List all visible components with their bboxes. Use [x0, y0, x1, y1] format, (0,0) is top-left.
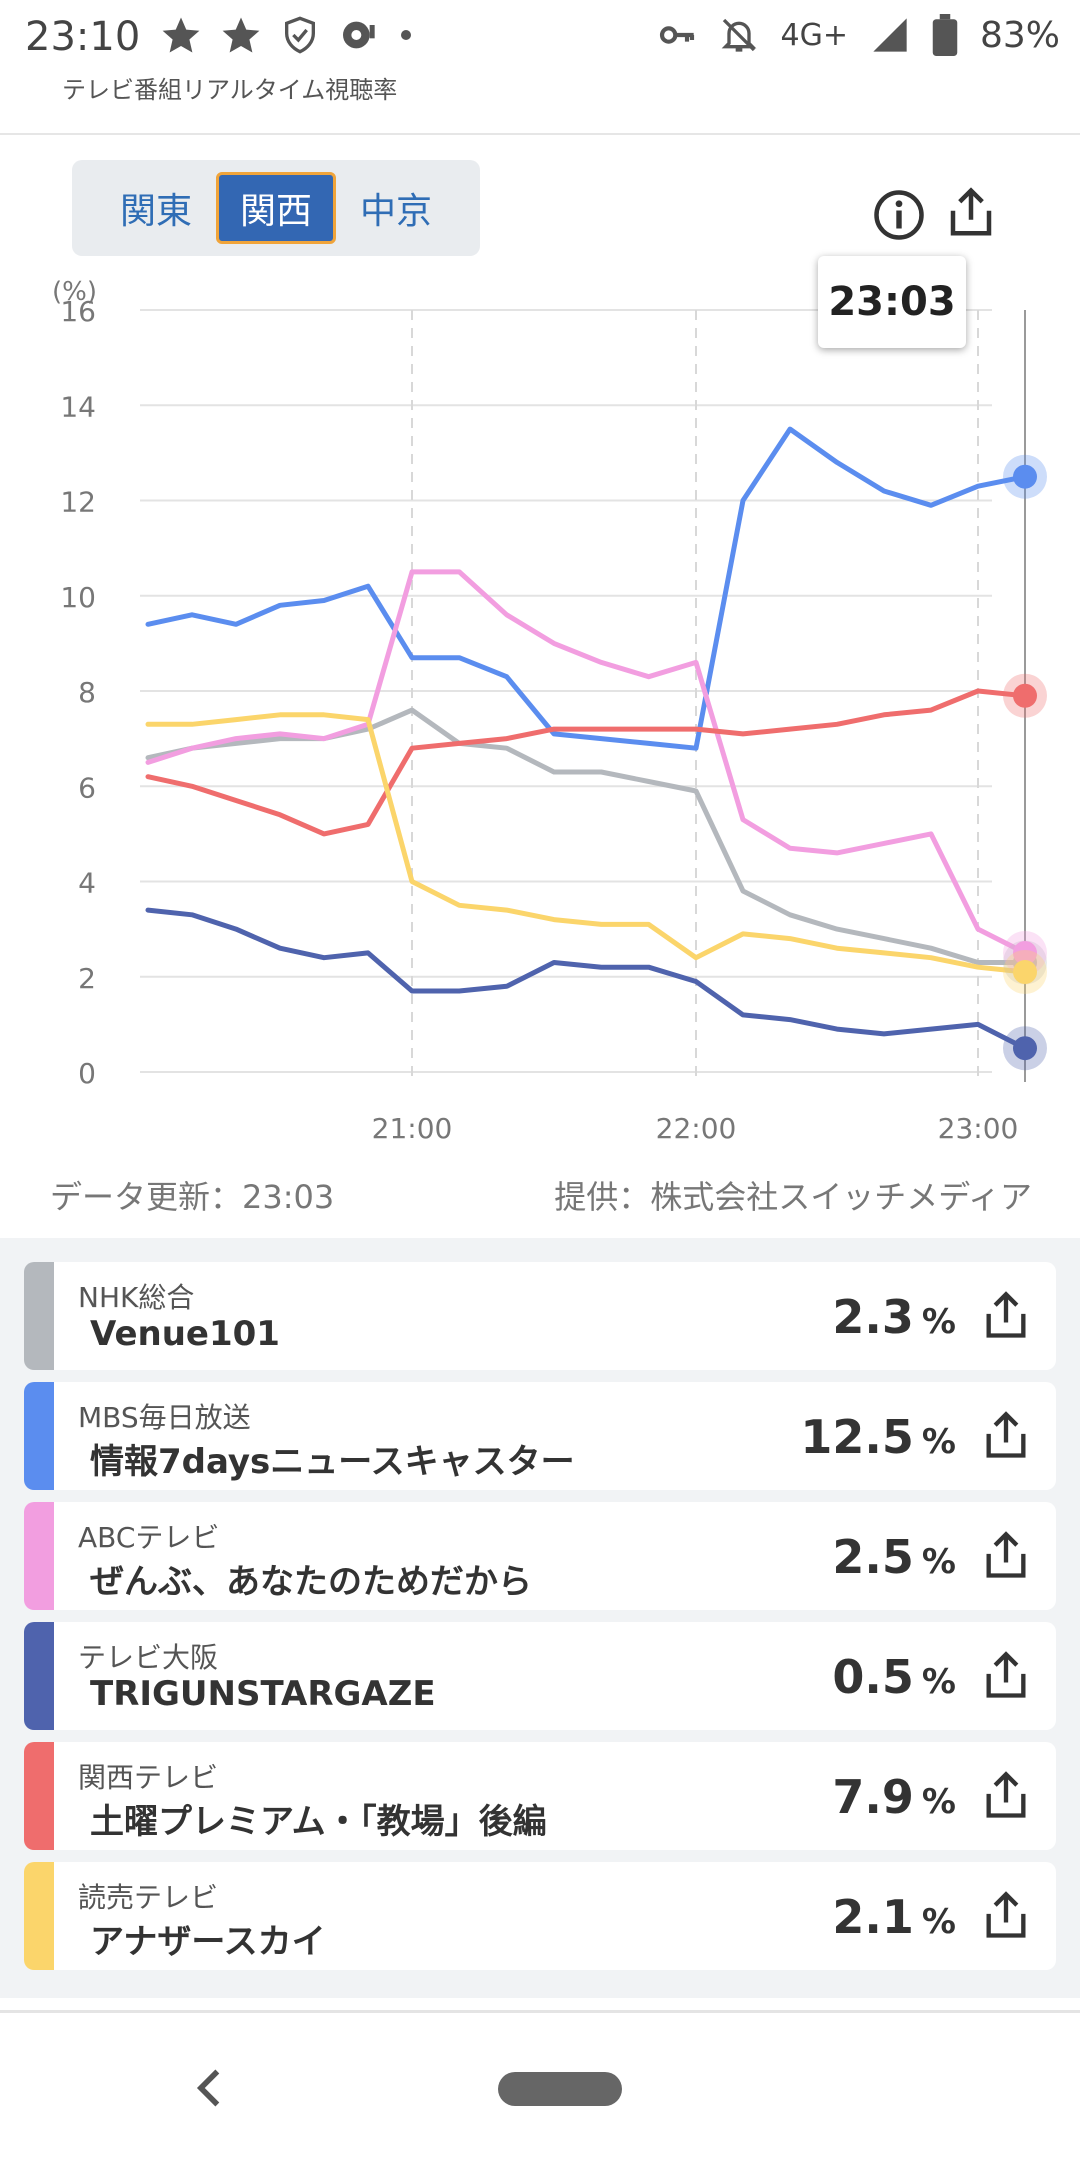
- channel-card[interactable]: 関西テレビ土曜プレミアム・「教場」後編 7.9%: [24, 1742, 1056, 1850]
- program-title: アナザースカイ: [90, 1922, 326, 1962]
- share-icon[interactable]: [944, 186, 998, 240]
- status-bar: 23:10 4G+ 83%: [0, 0, 1080, 80]
- x-tick-label: 22:00: [656, 1112, 737, 1145]
- series-line: [145, 712, 1028, 975]
- y-tick-label: 8: [78, 676, 96, 709]
- x-tick-label: 23:00: [938, 1112, 1019, 1145]
- y-tick-label: 4: [78, 867, 96, 900]
- series-line: [145, 569, 1028, 956]
- program-title: 情報7daysニュースキャスター: [90, 1442, 575, 1482]
- rating-value: 7.9%: [832, 1770, 956, 1824]
- share-icon[interactable]: [980, 1410, 1032, 1462]
- program-title: ぜんぶ、あなたのためだから: [90, 1562, 532, 1602]
- series-line: [145, 426, 1028, 751]
- series-line: [145, 688, 1028, 837]
- channel-card[interactable]: MBS毎日放送情報7daysニュースキャスター 12.5%: [24, 1382, 1056, 1490]
- time-tooltip: 23:03: [818, 256, 966, 348]
- key-icon: [659, 26, 694, 44]
- star-icon: [162, 17, 200, 53]
- series-line: [145, 707, 1028, 965]
- station-name: 読売テレビ: [78, 1881, 219, 1914]
- shield-icon: [285, 16, 315, 54]
- rating-unit: %: [921, 1302, 956, 1342]
- battery-percent: 83%: [979, 14, 1060, 56]
- rating-unit: %: [921, 1542, 956, 1582]
- status-time: 23:10: [25, 14, 141, 60]
- end-marker: [1013, 464, 1037, 489]
- tab-chukyo[interactable]: 中京: [359, 191, 432, 232]
- channel-card[interactable]: テレビ大阪 TRIGUNSTARGAZE 0.5%: [24, 1622, 1056, 1730]
- region-tabs: 関東 関西 中京: [72, 160, 480, 256]
- network-type: 4G+: [780, 17, 848, 53]
- channel-color-bar: [24, 1742, 54, 1850]
- y-tick-label: 10: [60, 581, 96, 614]
- series-line: [145, 907, 1028, 1051]
- rating-unit: %: [921, 1782, 956, 1822]
- station-name: NHK総合: [78, 1281, 195, 1314]
- share-icon[interactable]: [980, 1290, 1032, 1342]
- dot-icon: [401, 30, 411, 40]
- y-tick-label: 2: [78, 962, 96, 995]
- y-tick-label: 0: [78, 1057, 96, 1090]
- station-name: MBS毎日放送: [78, 1401, 251, 1434]
- program-title: TRIGUNSTARGAZE: [90, 1674, 436, 1714]
- share-icon[interactable]: [980, 1770, 1032, 1822]
- rating-value: 2.1%: [832, 1890, 956, 1944]
- back-icon[interactable]: [190, 2066, 230, 2110]
- rating-value: 2.3%: [832, 1290, 956, 1344]
- bell-off-icon: [721, 18, 756, 52]
- y-tick-label: 16: [60, 295, 96, 328]
- end-marker: [1013, 1036, 1037, 1061]
- program-title: 土曜プレミアム・「教場」後編: [90, 1802, 547, 1842]
- rating-value: 0.5%: [832, 1650, 956, 1704]
- rating-chart: 0 2 4 6 8 10 12 14 16(%) 21:00 22:00 23:00: [52, 277, 1047, 1145]
- channel-card[interactable]: ABCテレビぜんぶ、あなたのためだから 2.5%: [24, 1502, 1056, 1610]
- header-divider: [0, 133, 1080, 135]
- data-provider: 提供：株式会社スイッチメディア: [554, 1178, 1032, 1216]
- status-system-icons: 4G+ 83%: [657, 14, 1060, 56]
- x-tick-label: 21:00: [372, 1112, 453, 1145]
- station-name: 関西テレビ: [78, 1761, 219, 1794]
- channel-color-bar: [24, 1502, 54, 1610]
- y-tick-label: 12: [60, 486, 96, 519]
- update-time: データ更新：23:03: [50, 1178, 335, 1216]
- y-axis-label: (%): [52, 277, 97, 307]
- star-icon: [222, 17, 260, 53]
- channel-color-bar: [24, 1382, 54, 1490]
- channel-card[interactable]: 読売テレビアナザースカイ 2.1%: [24, 1862, 1056, 1970]
- end-marker: [1013, 683, 1037, 708]
- channel-color-bar: [24, 1862, 54, 1970]
- rating-value: 2.5%: [832, 1530, 956, 1584]
- info-icon[interactable]: [872, 188, 926, 242]
- signal-icon: [873, 18, 907, 52]
- tab-kansai[interactable]: 関西: [216, 172, 336, 244]
- share-icon[interactable]: [980, 1530, 1032, 1582]
- station-name: ABCテレビ: [78, 1521, 220, 1554]
- share-icon[interactable]: [980, 1650, 1032, 1702]
- status-notification-icons: [160, 14, 416, 56]
- end-marker: [1013, 940, 1037, 965]
- record-icon: [343, 21, 375, 49]
- tab-kanto[interactable]: 関東: [119, 191, 192, 232]
- rating-unit: %: [921, 1422, 956, 1462]
- channel-card[interactable]: NHK総合 Venue101 2.3%: [24, 1262, 1056, 1370]
- battery-icon: [932, 14, 958, 56]
- share-icon[interactable]: [980, 1890, 1032, 1942]
- channel-color-bar: [24, 1262, 54, 1370]
- program-title: Venue101: [90, 1314, 280, 1354]
- y-tick-label: 6: [78, 771, 96, 804]
- station-name: テレビ大阪: [78, 1641, 219, 1674]
- rating-value: 12.5%: [800, 1410, 956, 1464]
- rating-unit: %: [921, 1662, 956, 1702]
- home-pill[interactable]: [498, 2072, 622, 2106]
- app-title: テレビ番組リアルタイム視聴率: [62, 76, 398, 104]
- channel-list: NHK総合 Venue101 2.3% MBS毎日放送情報7daysニュースキャスター…: [0, 1238, 1080, 1998]
- rating-unit: %: [921, 1902, 956, 1942]
- end-marker: [1013, 959, 1037, 984]
- channel-color-bar: [24, 1622, 54, 1730]
- y-tick-label: 14: [60, 390, 96, 423]
- bottom-divider: [0, 2010, 1080, 2013]
